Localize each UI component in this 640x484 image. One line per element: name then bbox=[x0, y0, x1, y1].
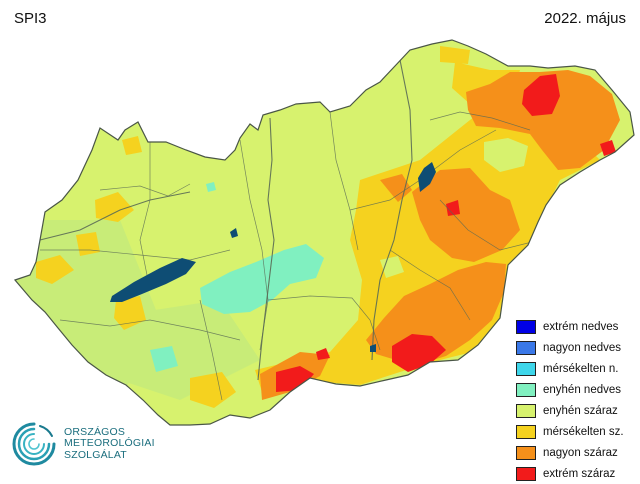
region-extreme-dry bbox=[276, 74, 616, 392]
map-title: SPI3 bbox=[14, 10, 47, 27]
legend-label: enyhén nedves bbox=[543, 383, 622, 396]
legend-label: extrém száraz bbox=[543, 467, 616, 480]
swatch bbox=[516, 424, 536, 439]
logo-line: METEOROLÓGIAI bbox=[64, 437, 155, 450]
region-very-dry bbox=[260, 70, 620, 400]
map-date: 2022. május bbox=[544, 10, 626, 27]
legend-item-moderate-wet: mérsékelten n. bbox=[516, 358, 634, 379]
legend-label: nagyon nedves bbox=[543, 341, 622, 354]
omsz-logo: ORSZÁGOS METEOROLÓGIAI SZOLGÁLAT bbox=[10, 420, 155, 468]
swatch bbox=[516, 319, 536, 334]
rivers bbox=[39, 59, 413, 381]
logo-text: ORSZÁGOS METEOROLÓGIAI SZOLGÁLAT bbox=[64, 425, 155, 462]
legend-label: mérsékelten sz. bbox=[543, 425, 624, 438]
legend-label: enyhén száraz bbox=[543, 404, 618, 417]
swatch bbox=[516, 340, 536, 355]
logo-line: ORSZÁGOS bbox=[64, 425, 126, 438]
legend-item-very-wet: nagyon nedves bbox=[516, 337, 634, 358]
legend-item-very-dry: nagyon száraz bbox=[516, 442, 634, 463]
legend-label: mérsékelten n. bbox=[543, 362, 619, 375]
swatch bbox=[516, 403, 536, 418]
logo-line: SZOLGÁLAT bbox=[64, 448, 127, 461]
legend: extrém nedves nagyon nedves mérsékelten … bbox=[516, 316, 634, 484]
omsz-swirl-icon bbox=[12, 422, 56, 466]
swatch bbox=[516, 382, 536, 397]
region-mild-wet bbox=[150, 182, 324, 372]
lakes bbox=[110, 162, 436, 352]
swatch bbox=[516, 466, 536, 481]
legend-label: nagyon száraz bbox=[543, 446, 618, 459]
legend-item-mild-dry: enyhén száraz bbox=[516, 400, 634, 421]
legend-item-extreme-wet: extrém nedves bbox=[516, 316, 634, 337]
swatch bbox=[516, 445, 536, 460]
legend-label: extrém nedves bbox=[543, 320, 619, 333]
legend-item-moderate-dry: mérsékelten sz. bbox=[516, 421, 634, 442]
legend-item-extreme-dry: extrém száraz bbox=[516, 463, 634, 484]
swatch bbox=[516, 361, 536, 376]
counties-borders bbox=[40, 111, 541, 401]
legend-item-mild-wet: enyhén nedves bbox=[516, 379, 634, 400]
